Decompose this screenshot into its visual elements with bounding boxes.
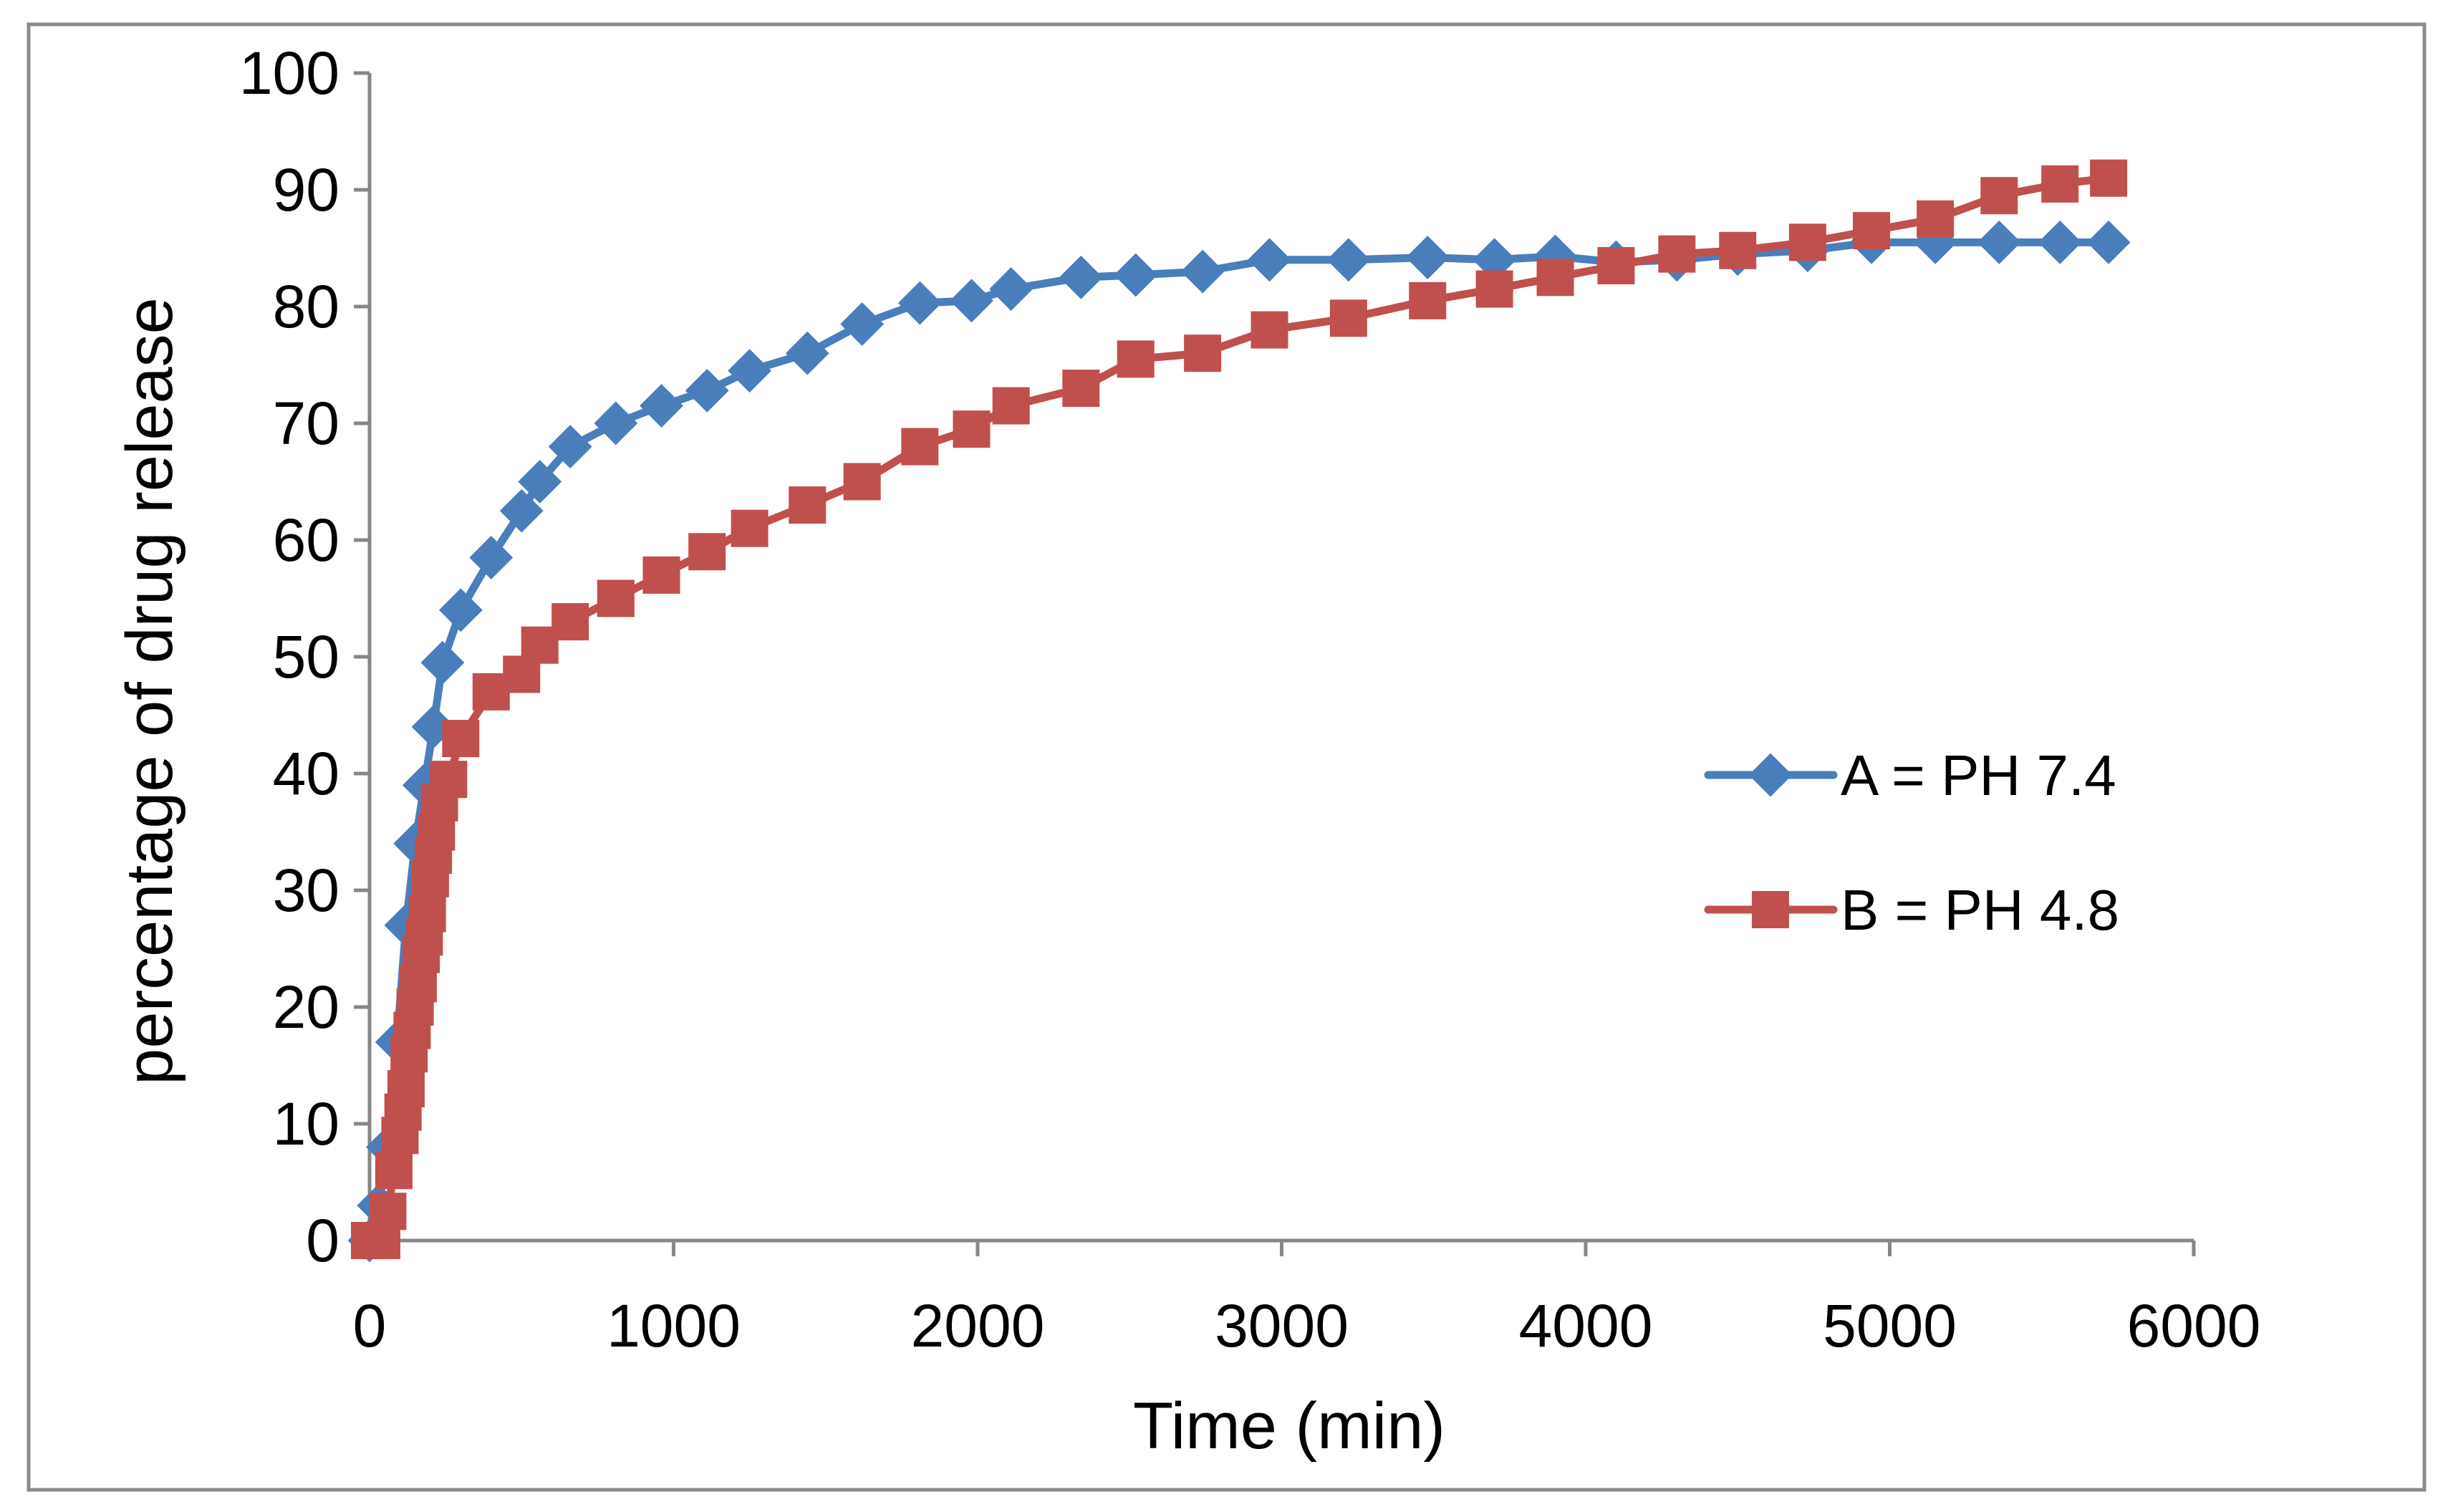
y-tick-label: 40 [273, 740, 339, 807]
data-point [1853, 212, 1891, 250]
data-point [1536, 259, 1574, 297]
legend-item: A = PH 7.4 [1704, 743, 2116, 807]
x-tick-label: 1000 [607, 1292, 741, 1359]
data-point [2041, 165, 2079, 203]
data-point [1059, 255, 1103, 299]
data-point [1062, 370, 1100, 408]
data-point [442, 720, 480, 758]
x-tick-label: 2000 [911, 1292, 1045, 1359]
series-layer [347, 159, 2131, 1263]
data-point [1475, 270, 1513, 308]
data-point [843, 463, 881, 501]
y-tick-label: 30 [273, 857, 339, 924]
y-ticks: 0 10 20 30 40 50 60 70 80 90 100 [239, 39, 370, 1274]
data-point [1658, 235, 1696, 273]
data-point [640, 384, 683, 428]
x-axis-title: Time (min) [1133, 1390, 1445, 1463]
data-point [1250, 311, 1288, 349]
data-point [430, 761, 468, 799]
data-point [950, 279, 993, 323]
data-point [548, 425, 592, 469]
series-b-ph-4-8 [351, 159, 2128, 1259]
data-point [731, 509, 768, 547]
data-point [369, 1193, 407, 1231]
data-point [1184, 334, 1222, 372]
data-point [1405, 236, 1450, 279]
data-point [785, 331, 829, 375]
data-point [840, 302, 885, 346]
data-point [1329, 299, 1367, 337]
data-point [597, 579, 635, 617]
data-point [897, 281, 942, 325]
data-point [387, 1070, 425, 1108]
data-point [989, 267, 1033, 311]
data-point [1977, 220, 2021, 264]
data-point [1917, 200, 1955, 238]
data-point [375, 1152, 413, 1190]
data-point [1980, 177, 2018, 215]
x-tick-label: 0 [353, 1292, 387, 1359]
legend-marker [1752, 891, 1789, 928]
data-point [420, 640, 465, 685]
data-point [1180, 249, 1225, 294]
y-tick-label: 100 [239, 39, 339, 107]
data-point [1114, 253, 1158, 297]
y-tick-label: 50 [273, 623, 339, 690]
data-point [1719, 231, 1757, 269]
data-point [2090, 159, 2128, 197]
legend: A = PH 7.4 B = PH 4.8 [1704, 743, 2119, 942]
data-point [1409, 281, 1447, 319]
x-tick-label: 6000 [2127, 1292, 2261, 1359]
data-point [642, 556, 680, 594]
legend-item: B = PH 4.8 [1704, 878, 2119, 942]
y-tick-label: 90 [273, 156, 339, 223]
data-point [2038, 220, 2082, 264]
data-point [499, 488, 544, 533]
legend-label: B = PH 4.8 [1841, 878, 2119, 942]
y-tick-label: 70 [273, 390, 339, 457]
y-tick-label: 20 [273, 973, 339, 1041]
data-point [1788, 223, 1826, 261]
data-point [438, 588, 483, 632]
data-point [688, 533, 726, 571]
series-a-ph-7-4 [347, 220, 2131, 1263]
data-point [551, 603, 589, 641]
data-point [789, 486, 826, 524]
x-tick-label: 5000 [1823, 1292, 1957, 1359]
legend-marker [1748, 753, 1793, 797]
x-ticks: 0 1000 2000 3000 4000 5000 6000 [353, 1241, 2261, 1359]
data-point [408, 895, 446, 933]
x-tick-label: 4000 [1519, 1292, 1653, 1359]
data-point [1117, 340, 1155, 378]
legend-label: A = PH 7.4 [1841, 743, 2116, 807]
data-point [953, 410, 991, 448]
data-point [594, 401, 638, 446]
y-tick-label: 10 [273, 1090, 339, 1157]
data-point [901, 428, 939, 466]
data-point [685, 368, 729, 413]
y-axis-title: percentage of drug release [113, 297, 186, 1085]
data-point [728, 349, 772, 393]
data-point [518, 460, 562, 504]
data-point [1597, 246, 1635, 284]
series-line [365, 238, 2113, 1245]
data-point [1248, 238, 1291, 282]
data-point [2086, 220, 2131, 264]
x-tick-label: 3000 [1215, 1292, 1349, 1359]
y-tick-label: 80 [273, 273, 339, 340]
y-tick-label: 0 [306, 1207, 339, 1274]
data-point [1326, 238, 1371, 282]
y-tick-label: 60 [273, 506, 339, 574]
data-point [992, 387, 1030, 425]
data-point [469, 536, 514, 579]
